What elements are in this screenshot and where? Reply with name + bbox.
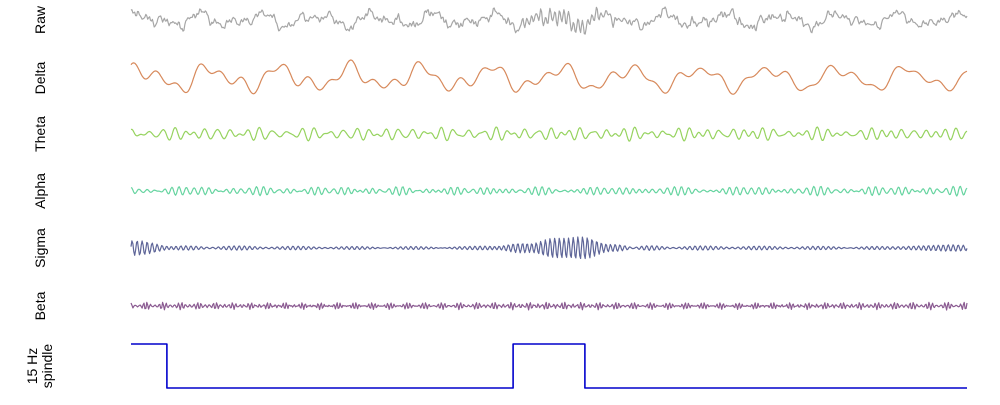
row-label-line: 15 Hz — [24, 348, 40, 385]
series-line-beta — [131, 302, 967, 310]
row-label-beta: Beta — [32, 291, 48, 320]
row-label-line: Theta — [32, 116, 48, 152]
trace-group — [131, 7, 967, 388]
series-line-15-hz-spindle — [131, 344, 967, 388]
series-line-theta — [131, 127, 967, 141]
row-label-line: spindle — [39, 344, 55, 389]
series-line-sigma — [131, 237, 967, 259]
row-label-line: Beta — [32, 291, 48, 320]
series-line-delta — [131, 60, 967, 94]
row-label-delta: Delta — [32, 61, 48, 94]
row-label-alpha: Alpha — [32, 173, 48, 209]
row-label-line: Sigma — [32, 228, 48, 268]
row-label-theta: Theta — [32, 116, 48, 152]
series-line-raw — [131, 7, 967, 34]
row-label-line: Delta — [32, 61, 48, 94]
row-label-line: Alpha — [32, 173, 48, 209]
row-label-sigma: Sigma — [32, 228, 48, 268]
row-label-raw: Raw — [32, 5, 48, 34]
label-group: Raw Delta Theta Alpha Sigma Beta 15 Hzspindle — [24, 5, 55, 388]
row-label-line: Raw — [32, 5, 48, 34]
row-label-15-hz-spindle: 15 Hzspindle — [24, 344, 55, 389]
series-line-alpha — [131, 186, 967, 196]
